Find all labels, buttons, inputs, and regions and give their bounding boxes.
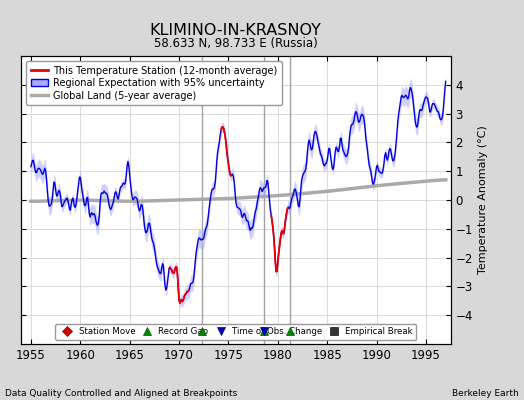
Text: Data Quality Controlled and Aligned at Breakpoints: Data Quality Controlled and Aligned at B…: [5, 389, 237, 398]
Legend: Station Move, Record Gap, Time of Obs. Change, Empirical Break: Station Move, Record Gap, Time of Obs. C…: [55, 324, 417, 340]
Title: KLIMINO-IN-KRASNOY: KLIMINO-IN-KRASNOY: [150, 23, 322, 38]
Y-axis label: Temperature Anomaly (°C): Temperature Anomaly (°C): [478, 126, 488, 274]
Text: 58.633 N, 98.733 E (Russia): 58.633 N, 98.733 E (Russia): [154, 37, 318, 50]
Text: Berkeley Earth: Berkeley Earth: [452, 389, 519, 398]
